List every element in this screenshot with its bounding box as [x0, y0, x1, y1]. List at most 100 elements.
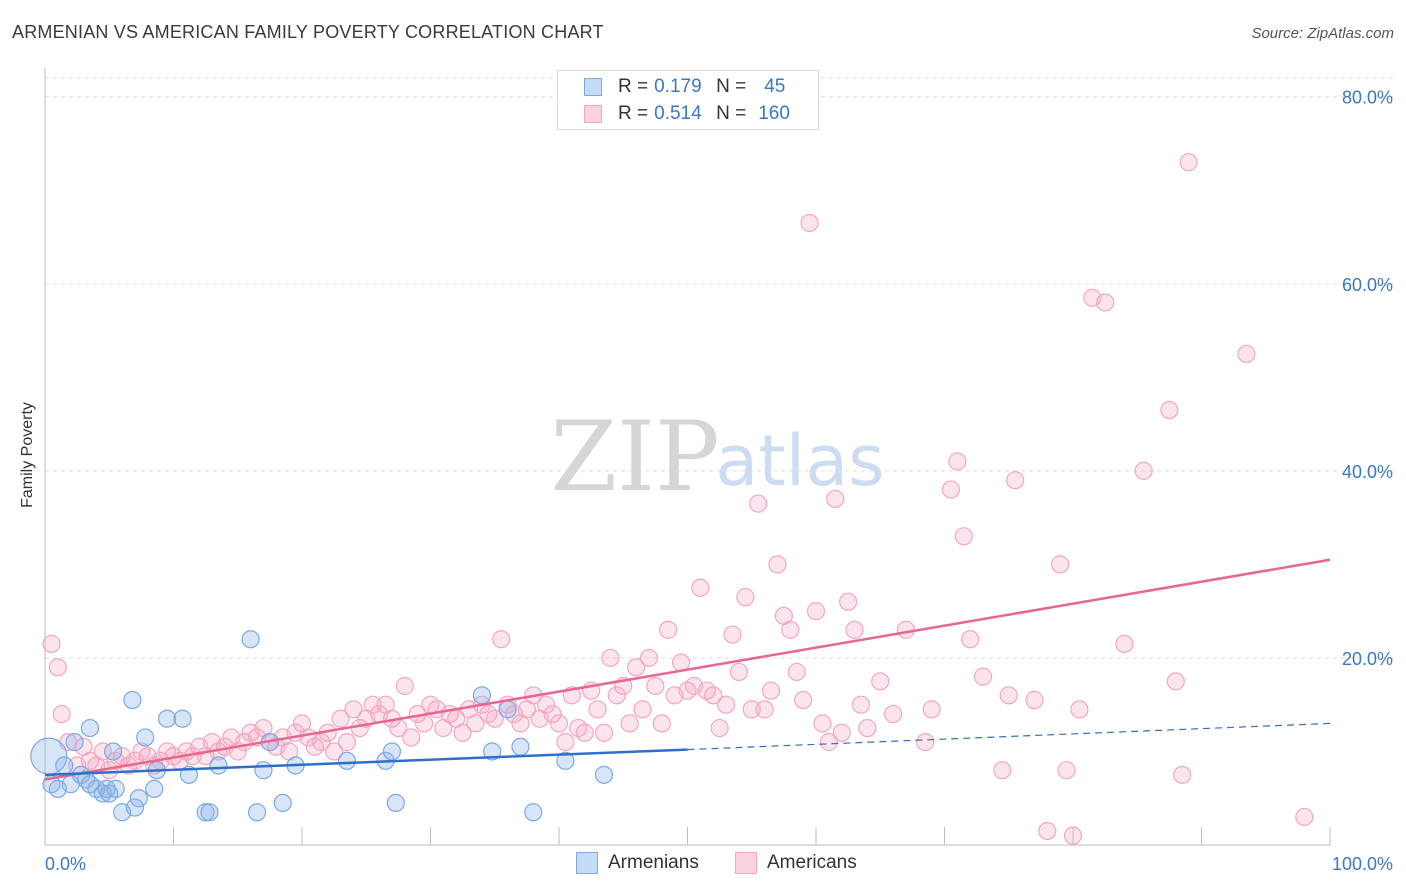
americans-point	[492, 630, 511, 649]
americans-point	[659, 620, 678, 639]
armenians-point	[80, 718, 100, 738]
americans-point	[749, 494, 768, 513]
americans-point	[993, 761, 1012, 780]
americans-point	[1173, 765, 1192, 784]
y-tick-label: 20.0%	[1342, 649, 1393, 669]
americans-point	[716, 695, 736, 714]
americans-point	[819, 733, 838, 752]
legend-label: Armenians	[608, 852, 699, 873]
americans-point	[1160, 400, 1179, 420]
armenians-point	[594, 765, 614, 784]
americans-point	[395, 676, 414, 696]
americans-point	[93, 742, 112, 761]
armenians-point	[157, 709, 177, 728]
armenians-point	[173, 709, 192, 728]
americans-point	[723, 625, 742, 644]
n-label: N =	[716, 76, 747, 97]
americans-point	[954, 527, 973, 546]
armenians-trend-line	[44, 748, 688, 777]
americans-point	[626, 658, 646, 677]
americans-trend-line	[44, 558, 1331, 781]
r-label: R =	[618, 103, 649, 124]
americans-point	[832, 723, 851, 742]
americans-point	[402, 728, 421, 747]
armenians-point	[382, 742, 402, 761]
armenians-point	[498, 700, 517, 719]
armenians-point	[524, 803, 543, 822]
americans-point	[48, 658, 67, 677]
americans-point	[633, 700, 652, 719]
armenians-point	[254, 761, 273, 780]
r-value: 0.514	[654, 103, 702, 124]
americans-point	[52, 704, 71, 724]
armenians-point	[125, 798, 145, 817]
americans-point	[363, 695, 382, 714]
americans-point	[883, 704, 903, 724]
americans-point	[42, 634, 61, 653]
armenians-point	[65, 733, 84, 752]
americans-point	[453, 723, 472, 742]
americans-point	[575, 723, 594, 742]
americans-point	[652, 714, 671, 733]
americans-point	[839, 592, 858, 611]
watermark-atlas: atlas	[715, 420, 884, 502]
americans-point	[858, 718, 877, 738]
americans-point	[344, 700, 363, 719]
americans-point	[768, 555, 787, 574]
n-label: N =	[716, 103, 747, 124]
americans-point	[1038, 821, 1057, 841]
armenians-trend-extension	[687, 722, 1331, 751]
armenians-point	[104, 742, 123, 761]
americans-point	[691, 578, 710, 597]
americans-point	[845, 620, 864, 639]
watermark: ZIP atlas	[550, 401, 884, 513]
americans-point	[851, 695, 871, 714]
armenians-point	[511, 737, 530, 756]
americans-point	[1134, 461, 1153, 480]
y-tick-label: 40.0%	[1342, 462, 1393, 482]
americans-point	[594, 723, 614, 742]
x-tick-label-max: 100.0%	[1332, 854, 1393, 874]
americans-point	[1096, 293, 1115, 312]
americans-point	[961, 630, 980, 649]
americans-point	[999, 686, 1018, 705]
americans-point	[1166, 672, 1185, 691]
americans-point	[620, 714, 639, 733]
americans-point	[896, 620, 916, 639]
americans-point	[826, 489, 845, 509]
americans-point	[325, 742, 344, 761]
trend-lines	[44, 558, 1331, 781]
americans-point	[337, 733, 357, 752]
americans-point	[800, 213, 819, 233]
americans-point	[601, 648, 620, 668]
source-label: Source: ZipAtlas.com	[1251, 25, 1394, 42]
americans-point	[556, 733, 575, 752]
armenians-point	[241, 630, 260, 649]
americans-point	[794, 690, 813, 710]
legend-item-americans[interactable]: Americans	[735, 852, 857, 874]
legend-item-armenians[interactable]: Armenians	[576, 852, 699, 874]
stats-legend: R = 0.179 N = 45 R = 0.514 N = 160	[557, 70, 819, 130]
americans-point	[941, 480, 961, 499]
armenians-point	[273, 793, 292, 813]
americans-point	[312, 733, 331, 752]
armenians-point	[55, 756, 74, 775]
y-axis-title: Family Poverty	[19, 402, 36, 508]
americans-point	[806, 602, 826, 621]
americans-point	[1006, 471, 1025, 490]
americans-point	[1057, 761, 1076, 780]
armenians-swatch	[584, 78, 602, 96]
americans-point	[781, 620, 800, 639]
armenians-point	[136, 728, 155, 747]
americans-point	[549, 714, 569, 733]
armenians-point	[106, 779, 125, 798]
r-label: R =	[618, 76, 649, 97]
americans-point	[543, 704, 562, 724]
americans-point	[742, 700, 761, 719]
x-tick-label-min: 0.0%	[45, 854, 86, 874]
armenians-point	[145, 779, 164, 798]
americans-point	[916, 733, 935, 752]
americans-point	[537, 695, 556, 714]
americans-point	[639, 648, 659, 668]
americans-point	[973, 667, 993, 686]
